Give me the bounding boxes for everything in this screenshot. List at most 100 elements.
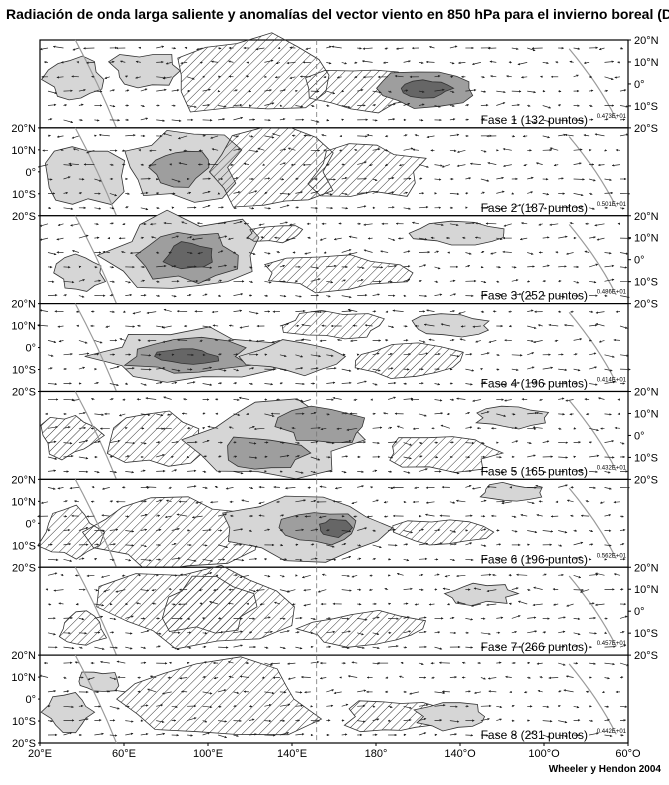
wind-vector <box>228 237 234 241</box>
wind-vector <box>519 237 528 241</box>
vector-scale-label: 0.414E+01 <box>597 378 627 384</box>
wind-vector <box>168 148 172 152</box>
phase-panel: 20°N 10°N 0° 10°S 20°S Fase 7 (266 puntos) 0.4… <box>39 562 659 662</box>
wind-vector <box>125 206 129 209</box>
wind-vector <box>357 88 364 92</box>
latitude-label: 0° <box>25 518 36 530</box>
wind-vector <box>210 135 219 139</box>
wind-vector <box>569 412 574 416</box>
latitude-label: 0° <box>634 430 645 442</box>
wind-vector <box>403 147 414 151</box>
wind-vector <box>321 134 327 137</box>
wind-vector <box>248 190 258 194</box>
wind-vector <box>202 366 213 370</box>
wind-vector <box>363 249 373 253</box>
wind-vector <box>619 266 628 269</box>
wind-vector <box>480 90 487 93</box>
wind-vector <box>171 235 179 239</box>
wind-vector <box>558 235 568 239</box>
wind-vector <box>119 338 126 341</box>
wind-vector <box>233 103 243 107</box>
wind-vector <box>71 135 80 139</box>
wind-vector <box>558 295 566 298</box>
wind-vector <box>403 177 412 180</box>
longitude-label: 180° <box>365 748 388 760</box>
wind-vector <box>147 339 157 343</box>
wind-vector <box>279 382 283 385</box>
wind-vector <box>542 236 550 239</box>
wind-vector <box>76 61 80 64</box>
wind-vector <box>156 427 164 430</box>
wind-vector <box>319 339 327 343</box>
vector-scale-label: 0.442E+01 <box>597 729 627 735</box>
wind-vector <box>480 75 485 79</box>
wind-vector <box>511 103 521 107</box>
latitude-label: 20°N <box>634 35 659 47</box>
wind-vector <box>202 103 211 107</box>
wind-vector <box>70 223 79 227</box>
wind-vector <box>248 207 255 210</box>
wind-vector <box>527 104 531 107</box>
wind-vector <box>527 366 535 370</box>
wind-vector <box>295 206 300 209</box>
wind-vector <box>488 340 497 343</box>
wind-vector <box>555 61 559 64</box>
wind-vector <box>480 178 490 182</box>
wind-vector <box>502 250 512 254</box>
wind-vector <box>412 221 420 225</box>
latitude-label: 20°S <box>634 299 658 311</box>
wind-vector <box>619 719 627 722</box>
wind-vector <box>229 163 234 167</box>
wind-vector <box>511 381 521 385</box>
latitude-label: 10°N <box>634 584 659 596</box>
wind-vector <box>589 236 596 239</box>
wind-vector <box>94 381 99 385</box>
wind-vector <box>372 104 377 107</box>
wind-vector <box>434 250 439 253</box>
wind-vector <box>465 368 475 372</box>
wind-vector <box>331 45 342 49</box>
latitude-label: 20°S <box>12 211 36 223</box>
wind-vector <box>37 164 49 168</box>
wind-vector <box>589 207 595 210</box>
wind-vector <box>542 105 552 109</box>
wind-vector <box>434 266 441 270</box>
wind-vector <box>403 134 408 137</box>
hatched-region <box>354 342 464 379</box>
wind-vector <box>558 413 566 416</box>
wind-vector <box>385 134 389 138</box>
wind-vector <box>78 704 84 708</box>
wind-vector <box>47 103 57 107</box>
wind-vector <box>94 207 102 210</box>
wind-vector <box>596 237 605 241</box>
wind-vector <box>39 309 49 312</box>
wind-vector <box>504 399 512 402</box>
wind-vector <box>60 573 64 577</box>
wind-vector <box>140 383 147 386</box>
wind-vector <box>326 354 334 357</box>
wind-vector <box>323 75 327 79</box>
wind-vector <box>138 46 142 50</box>
wind-vector <box>619 295 630 299</box>
wind-vector <box>527 309 534 312</box>
wind-vector <box>300 675 311 679</box>
wind-vector <box>542 264 550 268</box>
wind-vector <box>456 397 466 400</box>
wind-vector <box>233 398 240 402</box>
wind-vector <box>333 237 342 241</box>
wind-vector <box>109 193 118 197</box>
wind-vector <box>109 455 114 459</box>
wind-vector <box>304 252 311 255</box>
wind-vector <box>171 119 182 122</box>
wind-vector <box>295 309 306 313</box>
wind-vector <box>583 134 590 137</box>
wind-vector <box>274 236 280 239</box>
wind-vector <box>199 339 203 342</box>
wind-vector <box>434 719 443 722</box>
wind-vector <box>63 207 74 211</box>
wind-vector <box>304 691 311 694</box>
wind-vector <box>78 340 88 344</box>
wind-vector <box>619 733 624 737</box>
wind-vector <box>233 89 238 92</box>
wind-vector <box>573 178 585 181</box>
